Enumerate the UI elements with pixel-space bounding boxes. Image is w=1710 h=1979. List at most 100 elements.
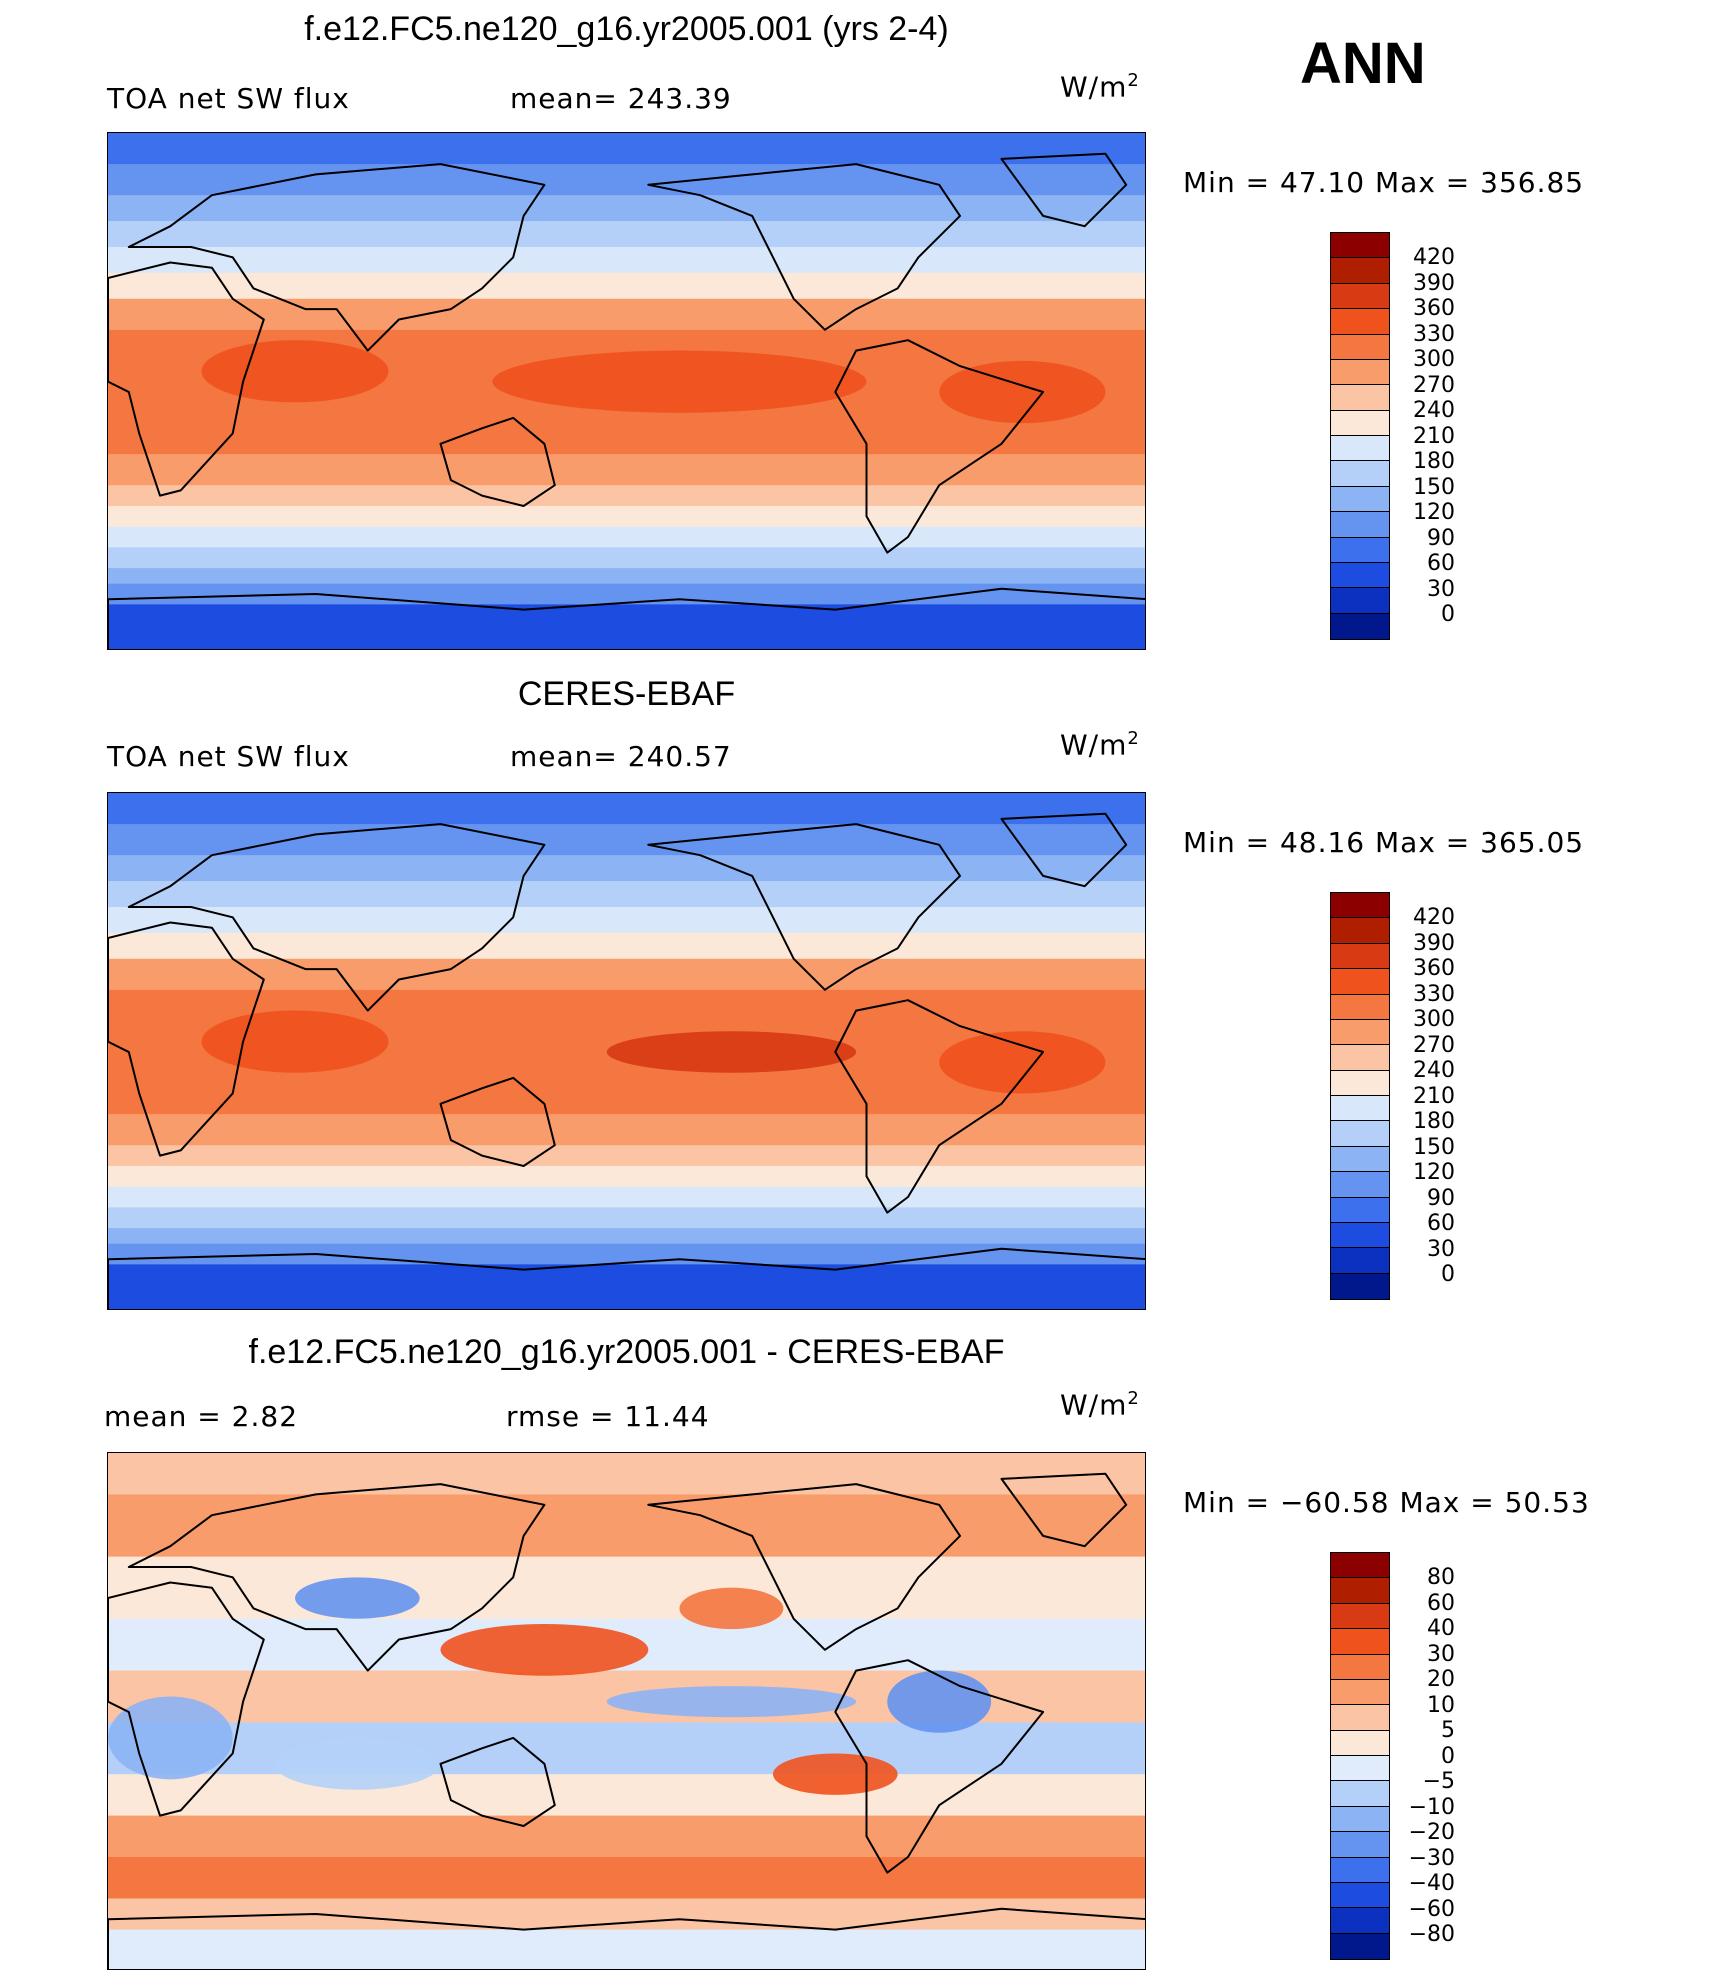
coastline xyxy=(647,163,961,331)
colorbar-swatch xyxy=(1331,1578,1389,1604)
colorbar-swatch xyxy=(1331,1019,1389,1046)
colorbar-swatch xyxy=(1331,1654,1389,1680)
coastline xyxy=(127,823,546,1012)
field-band xyxy=(108,454,1145,487)
panel-2-colorbar-labels: 420 390 360 330 300 270 240 210 180 150 120 90 60 30 0 xyxy=(1408,905,1455,1288)
field-band xyxy=(108,164,1145,197)
field-anomaly xyxy=(887,1670,992,1733)
colorbar-tick-label: −5 xyxy=(1422,1769,1455,1794)
colorbar-tick-label: 210 xyxy=(1413,1083,1455,1109)
field-band xyxy=(108,1857,1145,1900)
colorbar-swatch xyxy=(1331,1730,1389,1756)
field-band xyxy=(108,1815,1145,1859)
colorbar-tick-label: 390 xyxy=(1413,270,1455,296)
panel-2-field xyxy=(108,793,1145,1309)
coastline xyxy=(127,1483,546,1672)
panel-2-map xyxy=(107,792,1146,1310)
coastline xyxy=(439,1076,556,1167)
colorbar-tick-label: 30 xyxy=(1427,1641,1455,1667)
field-band xyxy=(108,793,1145,826)
colorbar-tick-label: 90 xyxy=(1427,1185,1455,1211)
colorbar-swatch xyxy=(1331,1553,1389,1579)
panel-1-variable: TOA net SW flux xyxy=(107,82,350,115)
field-anomaly xyxy=(939,360,1106,424)
panel-3-colorbar-labels: 80 60 40 30 20 10 5 0 −5 −10 −20 −30 −40 −60 −80 xyxy=(1408,1565,1455,1948)
panel-3-map xyxy=(107,1452,1146,1970)
panel-3-minmax: Min = −60.58 Max = 50.53 xyxy=(1183,1486,1590,1519)
colorbar-tick-label: 300 xyxy=(1413,347,1455,372)
panel-1-units: W/m2 xyxy=(1060,70,1140,104)
field-anomaly xyxy=(606,1031,857,1073)
colorbar-swatch xyxy=(1331,1908,1389,1934)
coastline xyxy=(108,921,265,1157)
colorbar-swatch xyxy=(1331,1756,1389,1782)
colorbar-swatch xyxy=(1331,893,1389,919)
colorbar-tick-label: −20 xyxy=(1408,1820,1455,1845)
field-band xyxy=(108,1145,1145,1167)
field-anomaly xyxy=(939,1031,1106,1094)
field-band xyxy=(108,272,1145,300)
colorbar-swatch xyxy=(1331,1248,1389,1274)
colorbar-tick-label: 0 xyxy=(1441,602,1455,627)
field-band xyxy=(108,221,1145,248)
colorbar-swatch xyxy=(1331,1629,1389,1655)
colorbar-swatch xyxy=(1331,334,1389,360)
field-band xyxy=(108,881,1145,908)
panel-1-minmax: Min = 47.10 Max = 356.85 xyxy=(1183,166,1585,199)
colorbar-swatch xyxy=(1331,1882,1389,1909)
colorbar-tick-label: 360 xyxy=(1413,296,1455,321)
colorbar-swatch xyxy=(1331,1933,1389,1959)
colorbar-swatch xyxy=(1331,969,1389,995)
colorbar-tick-label: −10 xyxy=(1408,1794,1455,1820)
colorbar-swatch xyxy=(1331,1705,1389,1731)
field-anomaly xyxy=(201,340,389,403)
field-band xyxy=(108,1228,1145,1245)
field-band xyxy=(108,547,1145,570)
coastline xyxy=(439,1736,556,1827)
panel-1-colorbar xyxy=(1330,232,1390,640)
colorbar-swatch xyxy=(1331,1273,1389,1299)
colorbar-swatch xyxy=(1331,486,1389,513)
field-band xyxy=(108,1929,1145,1969)
colorbar-swatch xyxy=(1331,1146,1389,1173)
field-band xyxy=(108,1494,1145,1558)
field-band xyxy=(108,958,1145,991)
colorbar-swatch xyxy=(1331,1222,1389,1249)
coastline xyxy=(647,823,961,991)
colorbar-swatch xyxy=(1331,1070,1389,1096)
field-band xyxy=(108,1722,1145,1776)
colorbar-tick-label: −60 xyxy=(1408,1896,1455,1922)
colorbar-tick-label: 80 xyxy=(1427,1565,1455,1590)
colorbar-swatch xyxy=(1331,994,1389,1020)
colorbar-tick-label: 20 xyxy=(1427,1667,1455,1692)
colorbar-tick-label: 270 xyxy=(1413,1032,1455,1058)
field-band xyxy=(108,583,1145,606)
field-anomaly xyxy=(201,1010,389,1073)
colorbar-tick-label: 40 xyxy=(1427,1616,1455,1641)
panel-2-minmax: Min = 48.16 Max = 365.05 xyxy=(1183,826,1585,859)
colorbar-swatch xyxy=(1331,1045,1389,1071)
coastline xyxy=(439,416,556,507)
colorbar-tick-label: 150 xyxy=(1413,474,1455,500)
colorbar-swatch xyxy=(1331,537,1389,563)
colorbar-swatch xyxy=(1331,359,1389,386)
colorbar-tick-label: 180 xyxy=(1413,449,1455,474)
coastline xyxy=(127,163,546,352)
colorbar-swatch xyxy=(1331,1197,1389,1223)
field-band xyxy=(108,1264,1145,1309)
colorbar-swatch xyxy=(1331,410,1389,436)
panel-2-units: W/m2 xyxy=(1060,728,1140,762)
colorbar-tick-label: 240 xyxy=(1413,1058,1455,1083)
coastline xyxy=(108,1907,1145,1969)
panel-2-title: CERES-EBAF xyxy=(517,675,736,713)
colorbar-swatch xyxy=(1331,1603,1389,1630)
panel-1-map xyxy=(107,132,1146,650)
colorbar-tick-label: 210 xyxy=(1413,423,1455,449)
panel-1-mean: mean= 243.39 xyxy=(510,82,732,115)
field-anomaly xyxy=(440,1623,649,1676)
colorbar-tick-label: 300 xyxy=(1413,1007,1455,1032)
colorbar-tick-label: 360 xyxy=(1413,956,1455,981)
field-band xyxy=(108,1243,1145,1266)
field-band xyxy=(108,526,1145,549)
colorbar-tick-label: 5 xyxy=(1441,1718,1455,1743)
